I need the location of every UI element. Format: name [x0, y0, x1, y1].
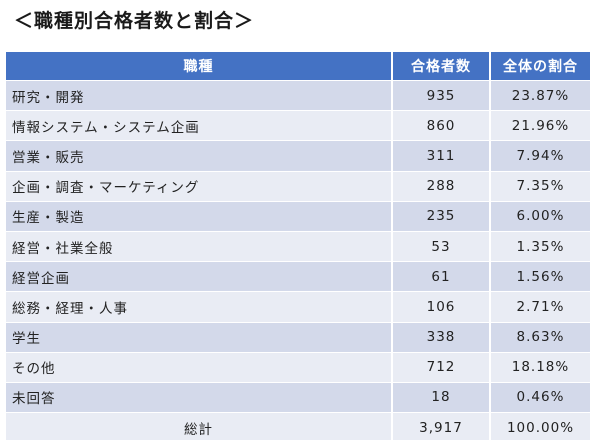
header-pass-count: 合格者数 — [392, 52, 491, 81]
header-occupation: 職種 — [6, 52, 393, 81]
share-cell: 8.63% — [490, 321, 590, 353]
header-share: 全体の割合 — [490, 52, 590, 81]
share-cell: 23.87% — [490, 79, 590, 111]
table-total-row: 総計 3,917 100.00% — [6, 412, 590, 440]
count-cell: 106 — [392, 291, 491, 322]
table-row: 総務・経理・人事 106 2.71% — [6, 291, 590, 322]
count-cell: 860 — [392, 110, 491, 141]
share-cell: 2.71% — [490, 291, 590, 322]
count-cell: 18 — [392, 381, 491, 413]
share-cell: 1.35% — [490, 230, 590, 262]
table-row: 未回答 18 0.46% — [6, 381, 590, 413]
count-cell: 53 — [392, 230, 491, 262]
share-cell: 7.94% — [490, 140, 590, 172]
table-row: 生産・製造 235 6.00% — [6, 200, 590, 232]
share-cell: 0.46% — [490, 381, 590, 413]
table-row: 経営企画 61 1.56% — [6, 261, 590, 292]
table-row: 営業・販売 311 7.94% — [6, 140, 590, 172]
results-table: 職種 合格者数 全体の割合 研究・開発 935 23.87% 情報システム・シス… — [6, 52, 590, 440]
occupation-cell: 生産・製造 — [6, 200, 393, 232]
share-cell: 7.35% — [490, 170, 590, 202]
count-cell: 288 — [392, 170, 491, 202]
table-row: その他 712 18.18% — [6, 351, 590, 383]
occupation-cell: 研究・開発 — [6, 79, 393, 111]
table-row: 学生 338 8.63% — [6, 321, 590, 353]
table-row: 企画・調査・マーケティング 288 7.35% — [6, 170, 590, 202]
count-cell: 61 — [392, 261, 491, 292]
occupation-cell: その他 — [6, 351, 393, 383]
occupation-cell: 経営企画 — [6, 261, 393, 292]
table-header-row: 職種 合格者数 全体の割合 — [6, 52, 590, 81]
count-cell: 235 — [392, 200, 491, 232]
occupation-cell: 経営・社業全般 — [6, 230, 393, 262]
page-title: ＜職種別合格者数と割合＞ — [14, 10, 255, 32]
share-cell: 6.00% — [490, 200, 590, 232]
share-cell: 21.96% — [490, 110, 590, 141]
count-cell: 935 — [392, 79, 491, 111]
share-cell: 18.18% — [490, 351, 590, 383]
total-share-cell: 100.00% — [490, 412, 590, 440]
occupation-cell: 企画・調査・マーケティング — [6, 170, 393, 202]
count-cell: 712 — [392, 351, 491, 383]
total-count-cell: 3,917 — [392, 412, 491, 440]
count-cell: 311 — [392, 140, 491, 172]
share-cell: 1.56% — [490, 261, 590, 292]
total-label-cell: 総計 — [6, 412, 393, 440]
occupation-cell: 総務・経理・人事 — [6, 291, 393, 322]
occupation-cell: 学生 — [6, 321, 393, 353]
occupation-cell: 未回答 — [6, 381, 393, 413]
table-row: 情報システム・システム企画 860 21.96% — [6, 110, 590, 141]
occupation-cell: 情報システム・システム企画 — [6, 110, 393, 141]
table-row: 経営・社業全般 53 1.35% — [6, 230, 590, 262]
results-table-container: 職種 合格者数 全体の割合 研究・開発 935 23.87% 情報システム・シス… — [6, 52, 590, 440]
occupation-cell: 営業・販売 — [6, 140, 393, 172]
table-row: 研究・開発 935 23.87% — [6, 79, 590, 111]
count-cell: 338 — [392, 321, 491, 353]
